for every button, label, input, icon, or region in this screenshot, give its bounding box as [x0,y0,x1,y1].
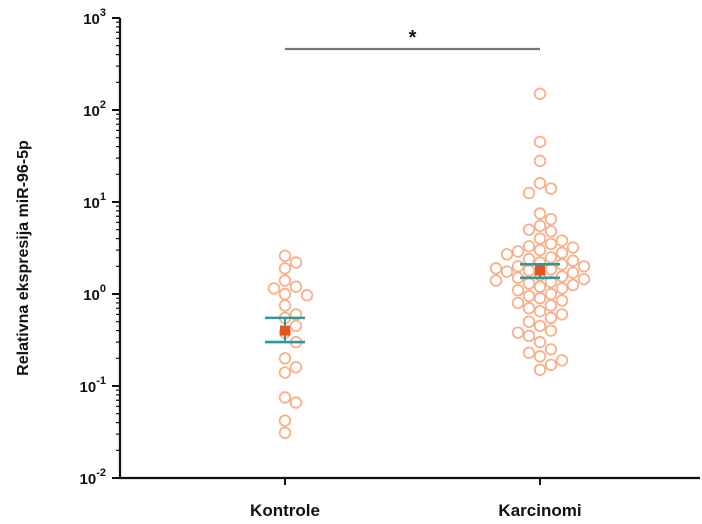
data-point [533,154,547,168]
data-point [533,87,547,100]
data-point [555,294,569,307]
data-point [533,207,547,220]
data-point [522,252,536,266]
data-point [555,270,569,283]
data-point [544,263,558,276]
data-point [544,358,558,371]
data-point [511,326,525,339]
data-point [289,361,303,374]
data-point [577,272,591,286]
data-point [544,225,558,238]
data-point [533,280,547,293]
data-point [489,262,503,275]
data-point [511,283,525,297]
data-point [577,260,591,273]
data-point [533,335,547,349]
data-point [555,246,569,260]
y-tick-label: 10-1 [80,375,106,396]
x-tick-label: Kontrole [250,501,320,520]
y-tick-label: 102 [83,99,106,120]
data-point [544,324,558,337]
data-point [522,223,536,236]
data-point [522,264,536,277]
data-point [278,366,292,379]
data-point [522,302,536,315]
data-point [533,305,547,318]
y-tick-label: 10-2 [80,467,106,488]
y-tick-label: 100 [83,283,106,304]
data-point [533,350,547,363]
data-point [278,287,292,301]
x-tick-label: Karcinomi [498,501,581,520]
data-point [278,352,292,365]
data-point [544,213,558,226]
mean-marker [535,265,545,276]
data-point [555,234,569,247]
data-point [544,311,558,325]
data-point [267,282,281,295]
data-point [500,265,514,278]
data-point [522,186,536,200]
y-tick-label: 101 [83,191,106,212]
data-point [555,308,569,321]
data-point [500,248,514,261]
mean-marker [280,325,290,336]
data-point [522,289,536,303]
data-point [522,277,536,290]
data-point [533,219,547,233]
data-point [566,278,580,292]
data-point [289,396,303,409]
data-point [544,237,558,251]
data-point [278,391,292,404]
data-point [522,329,536,343]
data-point [533,177,547,190]
data-point [522,315,536,328]
data-point [533,232,547,245]
data-point [544,251,558,264]
data-point [522,346,536,359]
data-point [511,260,525,273]
y-axis-title: Relativna ekspresija miR-96-5p [15,140,32,376]
data-point [555,282,569,295]
significance-marker: * [409,27,417,49]
data-point [278,262,292,275]
data-point [289,280,303,293]
y-tick-label: 103 [83,7,106,28]
data-point [566,266,580,279]
data-point [533,319,547,333]
data-point [566,241,580,254]
data-point [489,274,503,287]
data-point [555,354,569,367]
data-point [511,296,525,310]
data-point [544,343,558,356]
data-point [278,299,292,312]
data-point [544,287,558,301]
data-point [289,319,303,333]
data-point [289,256,303,269]
data-point [533,135,547,149]
data-point [522,240,536,253]
data-point [533,292,547,305]
data-point [278,414,292,427]
data-point [533,243,547,257]
data-point [278,249,292,263]
data-point [544,299,558,312]
data-point [278,426,292,439]
data-point [278,274,292,287]
data-point [511,245,525,258]
data-point [544,182,558,195]
data-point [566,254,580,267]
data-point [300,289,314,302]
data-point [533,363,547,376]
